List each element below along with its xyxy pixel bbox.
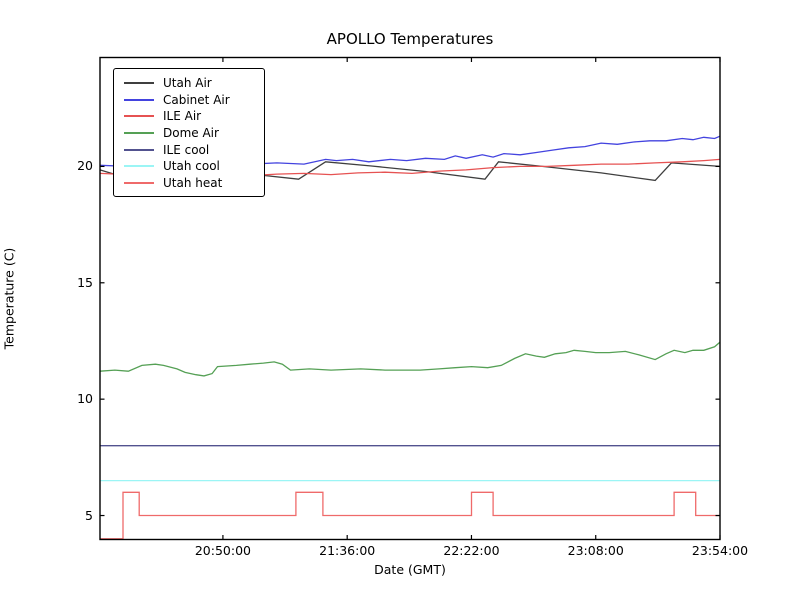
x-tick-label: 23:08:00	[567, 543, 624, 558]
plot-border	[99, 56, 721, 541]
legend-swatch-utah-heat	[124, 181, 154, 184]
series-line-dome-air	[99, 341, 721, 377]
legend-swatch-utah-cool	[124, 165, 154, 168]
y-axis-label: Temperature (C)	[1, 247, 17, 350]
legend-label: Utah cool	[163, 159, 220, 174]
legend-item-ile-air: ILE Air	[124, 108, 256, 125]
legend-label: ILE Air	[163, 109, 202, 124]
legend-item-utah-heat: Utah heat	[124, 175, 256, 192]
chart-title: APOLLO Temperatures	[326, 30, 494, 48]
legend-item-cabinet-air: Cabinet Air	[124, 92, 256, 109]
x-tick-label: 22:22:00	[443, 543, 500, 558]
legend-item-ile-cool: ILE cool	[124, 141, 256, 158]
series-line-cabinet-air	[99, 135, 721, 168]
y-tick-label: 10	[77, 391, 93, 407]
legend-label: Cabinet Air	[163, 92, 230, 107]
legend-swatch-ile-air	[124, 115, 154, 118]
x-tick-label: 21:36:00	[319, 543, 376, 558]
y-tick-label: 20	[77, 158, 93, 174]
y-tick-label: 5	[85, 507, 93, 523]
legend-label: ILE cool	[163, 142, 210, 157]
x-axis-label: Date (GMT)	[374, 562, 446, 577]
legend-swatch-utah-air	[124, 82, 154, 85]
legend-item-utah-cool: Utah cool	[124, 158, 256, 175]
legend-swatch-ile-cool	[124, 148, 154, 151]
legend-item-utah-air: Utah Air	[124, 75, 256, 92]
x-tick-label: 20:50:00	[194, 543, 251, 558]
legend-label: Dome Air	[163, 126, 219, 141]
legend-item-dome-air: Dome Air	[124, 125, 256, 142]
legend: Utah Air Cabinet Air ILE Air Dome Air ILE co…	[113, 68, 265, 198]
legend-swatch-cabinet-air	[124, 98, 154, 101]
legend-label: Utah Air	[163, 76, 212, 91]
series-line-utah-heat	[100, 491, 720, 540]
legend-label: Utah heat	[163, 175, 223, 190]
x-tick-label: 23:54:00	[691, 543, 749, 558]
legend-swatch-dome-air	[124, 132, 154, 135]
y-tick-label: 15	[77, 274, 93, 290]
